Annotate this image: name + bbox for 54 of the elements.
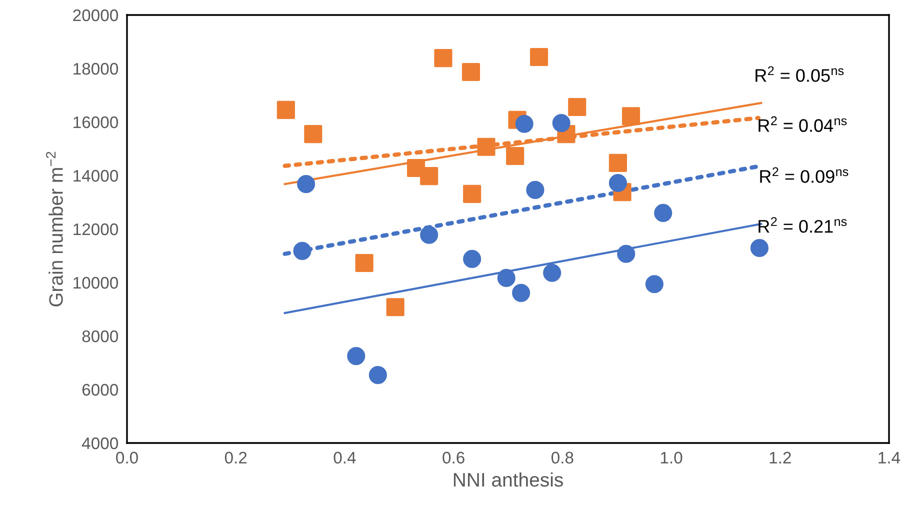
annotation: R$^{2}$ = 0.21$^{ns}$ [758, 217, 847, 233]
point [355, 254, 374, 272]
y-tick-label: 16000 [74, 116, 118, 128]
point [552, 114, 570, 132]
y-tick-label: 14000 [74, 170, 118, 182]
y-tick-label: 6000 [82, 384, 118, 396]
point [543, 264, 562, 282]
x-tick-label: 1.4 [878, 452, 900, 464]
point [645, 275, 664, 294]
point [526, 180, 544, 199]
annotation: R$^{2}$ = 0.05$^{ns}$ [756, 66, 844, 82]
point [512, 284, 530, 302]
y-tick-label: 10000 [74, 276, 118, 289]
x-tick-label: 0.4 [334, 452, 356, 464]
x-axis-title: NNI anthesis [454, 472, 563, 487]
point [463, 184, 482, 203]
point [293, 242, 312, 260]
point [497, 268, 516, 287]
x-tick-label: 1.0 [660, 452, 682, 464]
point [477, 138, 496, 156]
point [386, 298, 404, 316]
annotation: R$^{2}$ = 0.09$^{ns}$ [760, 167, 848, 183]
point [463, 250, 482, 268]
point [347, 347, 366, 366]
point [462, 62, 480, 82]
y-tick-label: 12000 [74, 223, 118, 236]
point [515, 114, 534, 133]
point [304, 125, 322, 144]
y-tick-label: 20000 [73, 9, 118, 22]
x-tick-label: 0.0 [116, 452, 138, 464]
point [654, 204, 672, 222]
point [617, 244, 636, 263]
point [434, 49, 452, 68]
x-tick-label: 0.8 [551, 452, 574, 464]
point [506, 146, 524, 165]
x-tick-label: 1.2 [770, 452, 791, 464]
annotation: R$^{2}$ = 0.04$^{ns}$ [758, 116, 847, 132]
y-axis-title: Grain number m$^{−2}$ [46, 152, 63, 306]
point [608, 154, 627, 172]
point [420, 167, 438, 186]
point [750, 238, 768, 258]
x-tick-label: 0.6 [442, 452, 464, 464]
x-tick-label: 0.2 [224, 452, 247, 464]
y-tick-label: 4000 [82, 437, 118, 450]
y-tick-label: 18000 [74, 62, 118, 75]
point [622, 107, 640, 126]
point [368, 366, 387, 384]
point [420, 226, 438, 244]
point [568, 98, 586, 116]
point [608, 174, 627, 192]
point [530, 48, 548, 66]
point [297, 175, 316, 194]
y-tick-label: 8000 [82, 330, 118, 342]
point [276, 100, 295, 119]
